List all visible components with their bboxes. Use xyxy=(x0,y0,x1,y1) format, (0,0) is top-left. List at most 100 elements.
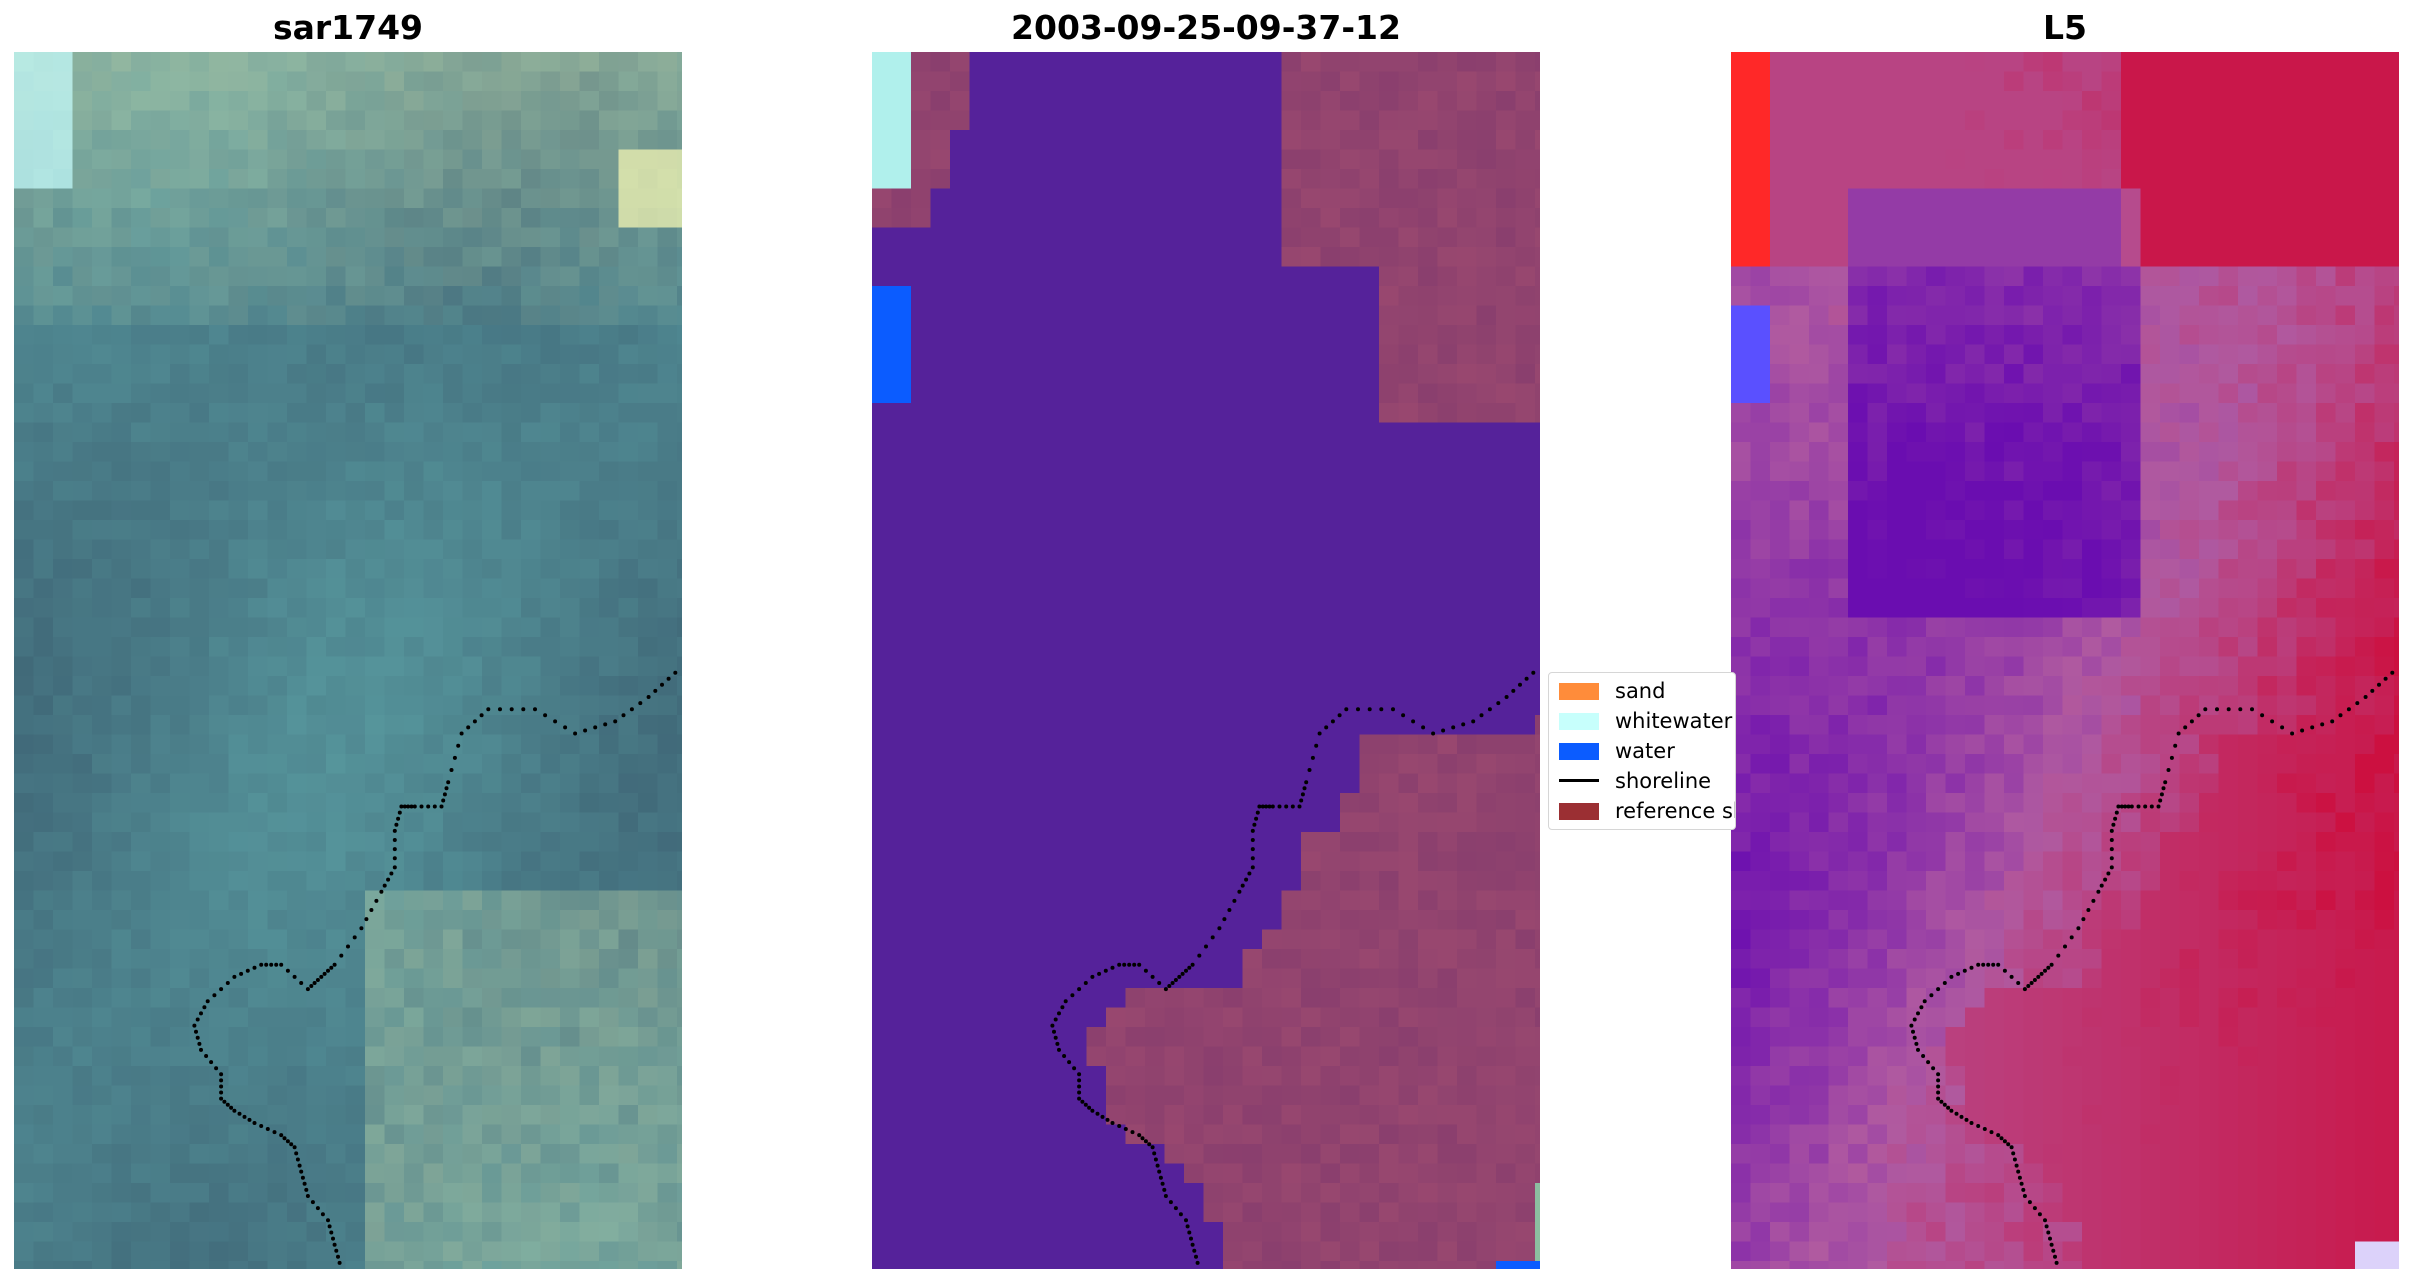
raster-cell xyxy=(462,286,483,307)
raster-cell xyxy=(365,695,386,716)
raster-cell xyxy=(287,325,308,346)
raster-cell xyxy=(92,91,113,112)
raster-cell xyxy=(443,169,464,190)
raster-cell xyxy=(228,1007,249,1028)
raster-cell xyxy=(560,169,581,190)
raster-cell xyxy=(170,1222,191,1243)
raster-cell xyxy=(306,1163,327,1184)
raster-cell xyxy=(1145,383,1166,404)
raster-cell xyxy=(53,1163,74,1184)
raster-cell xyxy=(1145,637,1166,658)
raster-cell xyxy=(72,559,93,580)
raster-cell xyxy=(209,832,230,853)
raster-cell xyxy=(1223,1085,1244,1106)
raster-cell xyxy=(1515,1085,1536,1106)
shoreline-point xyxy=(406,804,411,809)
raster-cell xyxy=(287,890,308,911)
shoreline-point xyxy=(209,1060,214,1065)
raster-cell xyxy=(657,773,678,794)
raster-cell xyxy=(1515,110,1536,131)
raster-cell xyxy=(618,461,639,482)
raster-cell xyxy=(248,442,269,463)
raster-cell xyxy=(1515,71,1536,92)
raster-cell xyxy=(150,637,171,658)
raster-cell xyxy=(1028,715,1049,736)
raster-cell xyxy=(989,247,1010,268)
raster-cell xyxy=(1164,539,1185,560)
shoreline-point xyxy=(621,713,626,718)
raster-cell xyxy=(248,1046,269,1067)
raster-cell xyxy=(384,695,405,716)
raster-cell xyxy=(462,110,483,131)
raster-cell xyxy=(267,247,288,268)
raster-cell xyxy=(72,169,93,190)
shoreline-point xyxy=(1090,974,1095,979)
raster-cell xyxy=(1223,286,1244,307)
raster-cell xyxy=(1242,910,1263,931)
raster-cell xyxy=(404,364,425,385)
raster-cell xyxy=(345,188,366,209)
raster-cell xyxy=(1145,1261,1166,1269)
raster-cell xyxy=(969,1222,990,1243)
raster-cell xyxy=(482,539,503,560)
raster-cell xyxy=(1047,1085,1068,1106)
raster-cell xyxy=(969,110,990,131)
raster-cell xyxy=(501,676,522,697)
raster-cell xyxy=(306,754,327,775)
raster-cell xyxy=(872,1105,893,1126)
raster-cell xyxy=(560,1144,581,1165)
raster-cell xyxy=(1125,1066,1146,1087)
raster-cell xyxy=(170,754,191,775)
shoreline-point xyxy=(459,731,464,736)
raster-cell xyxy=(131,403,152,424)
raster-cell xyxy=(1184,539,1205,560)
raster-cell xyxy=(501,91,522,112)
raster-cell xyxy=(501,1124,522,1145)
raster-cell xyxy=(1320,871,1341,892)
raster-cell xyxy=(1047,715,1068,736)
raster-cell xyxy=(72,52,93,73)
raster-cell xyxy=(1203,1007,1224,1028)
raster-cell xyxy=(521,461,542,482)
raster-cell xyxy=(131,383,152,404)
raster-cell xyxy=(1203,149,1224,170)
raster-cell xyxy=(638,247,659,268)
raster-cell xyxy=(599,754,620,775)
raster-cell xyxy=(1515,344,1536,365)
raster-cell xyxy=(1281,188,1302,209)
raster-cell xyxy=(1476,383,1497,404)
raster-cell xyxy=(1184,188,1205,209)
raster-cell xyxy=(14,71,35,92)
raster-cell xyxy=(1028,910,1049,931)
raster-cell xyxy=(1262,71,1283,92)
raster-cell xyxy=(1008,773,1029,794)
raster-cell xyxy=(1848,52,1869,73)
raster-cell xyxy=(969,1085,990,1106)
raster-cell xyxy=(677,1105,682,1126)
raster-cell xyxy=(1496,559,1517,580)
shoreline-point xyxy=(225,1102,230,1107)
raster-cell xyxy=(2082,91,2103,112)
raster-cell xyxy=(1223,110,1244,131)
raster-cell xyxy=(1145,422,1166,443)
raster-cell xyxy=(969,1027,990,1048)
raster-cell xyxy=(1008,364,1029,385)
raster-cell xyxy=(911,1105,932,1126)
raster-cell xyxy=(170,1144,191,1165)
raster-cell xyxy=(462,442,483,463)
raster-cell xyxy=(579,968,600,989)
raster-cell xyxy=(1359,1183,1380,1204)
raster-cell xyxy=(345,91,366,112)
raster-cell xyxy=(131,71,152,92)
raster-cell xyxy=(189,208,210,229)
raster-cell xyxy=(1496,1085,1517,1106)
raster-cell xyxy=(521,325,542,346)
raster-cell xyxy=(677,1144,682,1165)
raster-cell xyxy=(326,1007,347,1028)
raster-cell xyxy=(599,403,620,424)
shoreline-point xyxy=(583,728,588,733)
raster-cell xyxy=(1457,1027,1478,1048)
raster-cell xyxy=(1262,403,1283,424)
raster-cell xyxy=(209,227,230,248)
raster-cell xyxy=(540,578,561,599)
